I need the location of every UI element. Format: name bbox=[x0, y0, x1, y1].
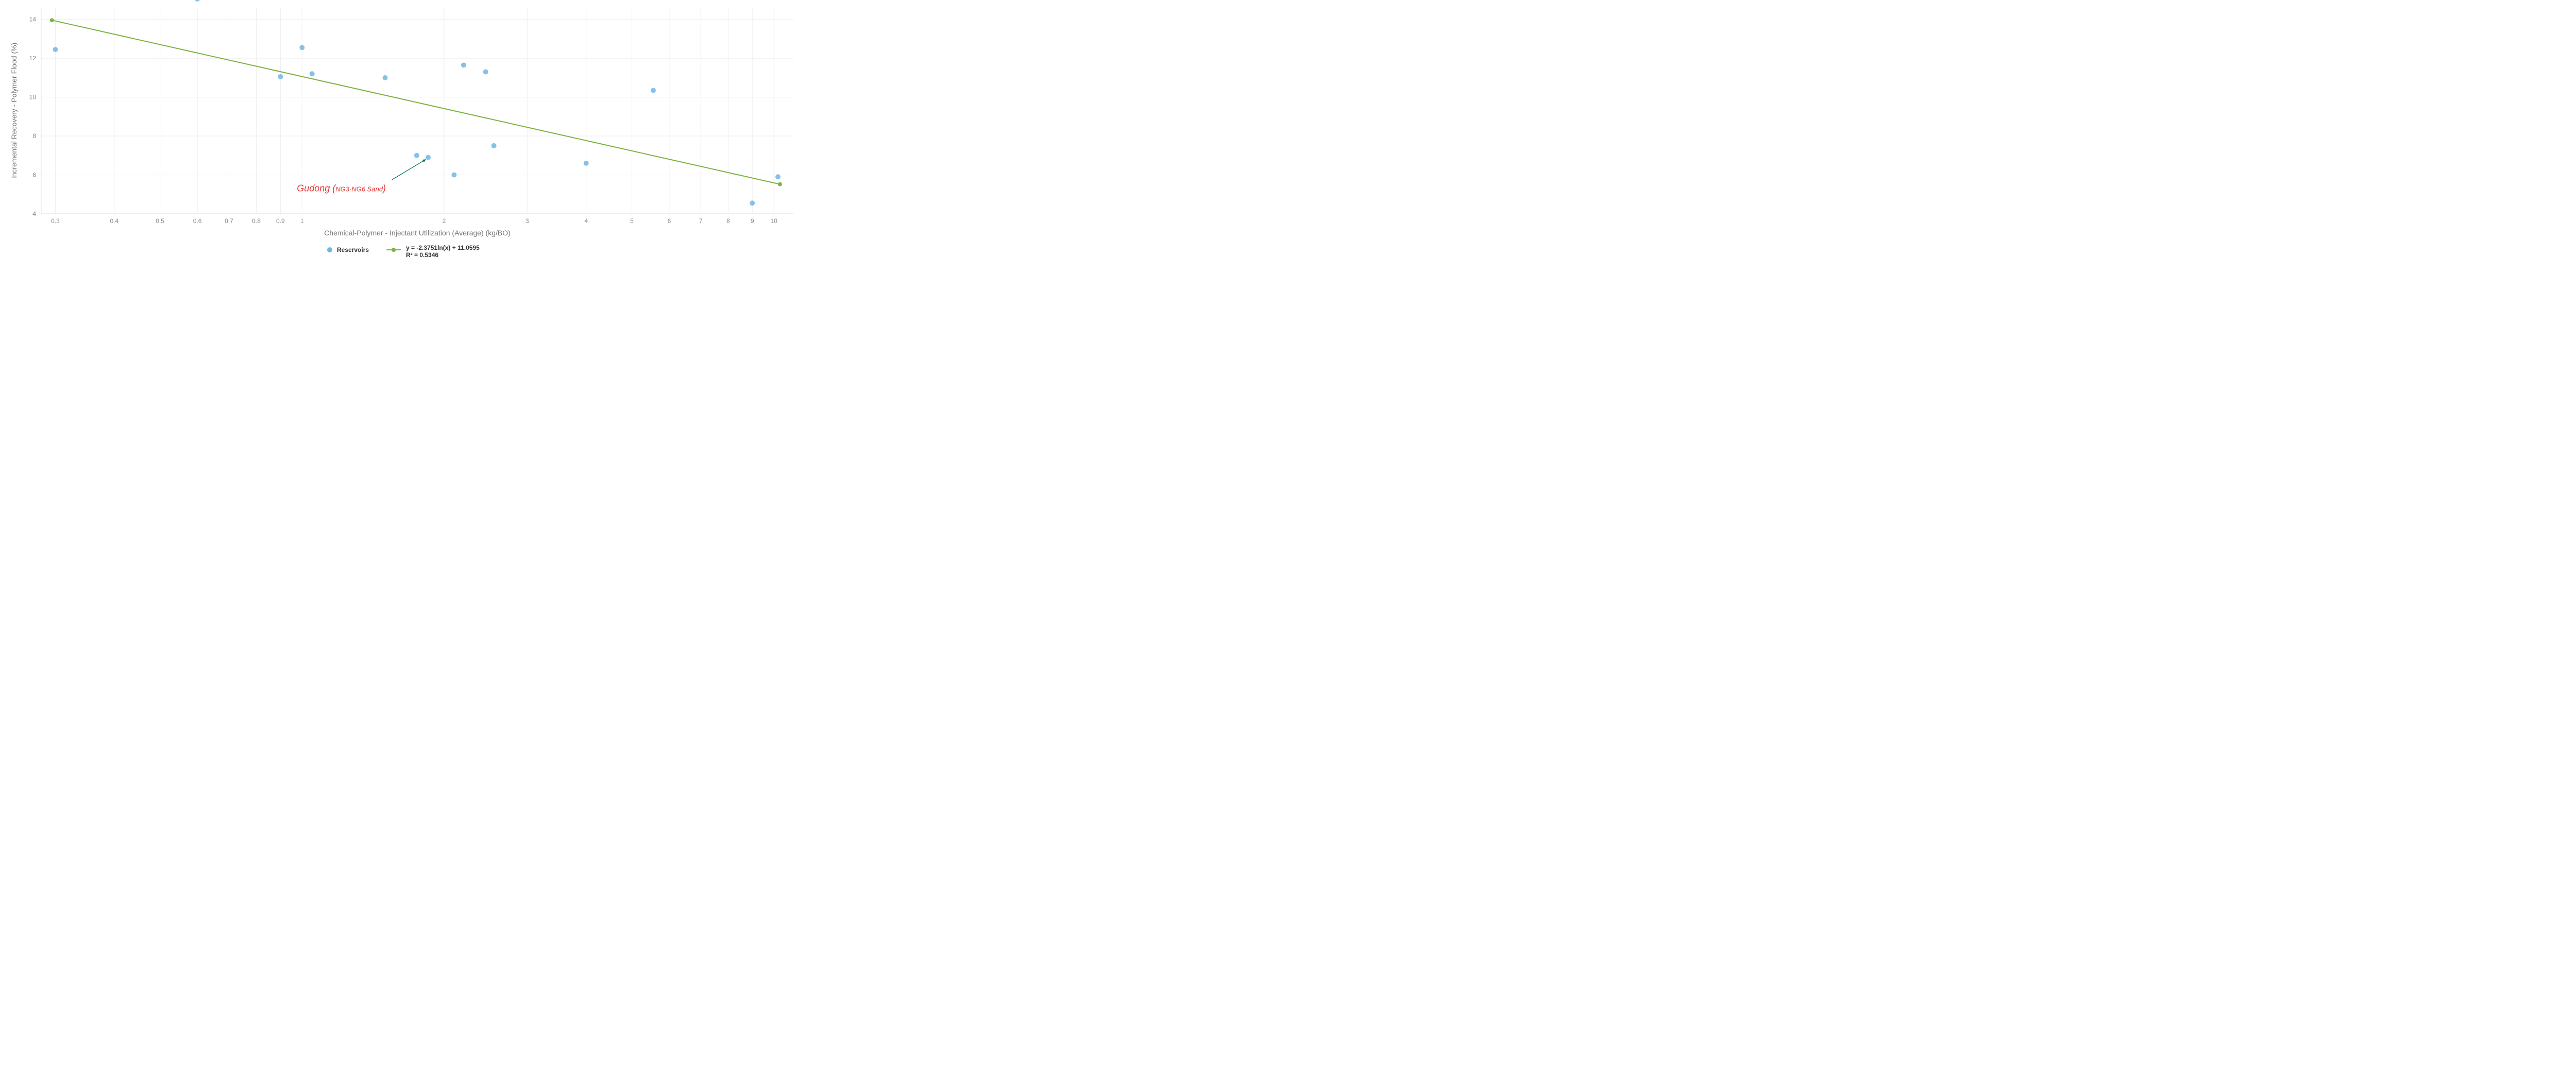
x-tick-label: 0.6 bbox=[193, 217, 202, 225]
regression-endpoint bbox=[778, 182, 782, 186]
scatter-chart: 4681012140.30.40.50.60.70.80.91234567891… bbox=[0, 0, 810, 273]
y-tick-label: 12 bbox=[29, 55, 37, 62]
data-point[interactable] bbox=[584, 161, 589, 166]
data-point[interactable] bbox=[461, 62, 466, 67]
x-tick-label: 0.5 bbox=[156, 217, 164, 225]
x-tick-label: 10 bbox=[770, 217, 777, 225]
y-tick-label: 14 bbox=[29, 16, 37, 23]
legend-label-r2: R² = 0.5346 bbox=[406, 251, 438, 259]
x-tick-label: 8 bbox=[726, 217, 730, 225]
x-tick-label: 9 bbox=[751, 217, 754, 225]
data-point[interactable] bbox=[53, 47, 58, 52]
data-point[interactable] bbox=[383, 75, 388, 80]
x-tick-label: 5 bbox=[630, 217, 634, 225]
x-tick-label: 3 bbox=[526, 217, 529, 225]
data-point[interactable] bbox=[651, 88, 656, 93]
x-tick-label: 6 bbox=[668, 217, 671, 225]
data-point[interactable] bbox=[775, 174, 781, 179]
regression-endpoint bbox=[50, 18, 54, 22]
x-tick-label: 2 bbox=[443, 217, 446, 225]
y-tick-label: 4 bbox=[32, 210, 36, 217]
data-point[interactable] bbox=[451, 173, 456, 178]
data-point[interactable] bbox=[414, 153, 419, 158]
x-tick-label: 0.8 bbox=[252, 217, 261, 225]
chart-svg: 4681012140.30.40.50.60.70.80.91234567891… bbox=[0, 0, 810, 273]
data-point[interactable] bbox=[426, 155, 431, 160]
x-tick-label: 0.4 bbox=[110, 217, 119, 225]
legend-marker-reservoirs bbox=[327, 247, 332, 252]
data-point[interactable] bbox=[750, 200, 755, 206]
y-axis-label: Incremental Recovery - Polymer Flood (%) bbox=[10, 43, 18, 179]
data-point[interactable] bbox=[310, 71, 315, 76]
x-tick-label: 0.7 bbox=[225, 217, 233, 225]
x-tick-label: 0.9 bbox=[276, 217, 285, 225]
x-tick-label: 4 bbox=[584, 217, 588, 225]
data-point[interactable] bbox=[492, 143, 497, 148]
x-axis-label: Chemical-Polymer - Injectant Utilization… bbox=[324, 229, 511, 237]
data-point[interactable] bbox=[483, 70, 488, 75]
legend-label-equation: y = -2.3751ln(x) + 11.0595 bbox=[406, 244, 480, 251]
legend-marker-regression-dot bbox=[392, 248, 396, 252]
y-tick-label: 8 bbox=[32, 132, 36, 140]
data-point[interactable] bbox=[299, 45, 304, 50]
data-point[interactable] bbox=[278, 74, 283, 79]
x-tick-label: 7 bbox=[699, 217, 703, 225]
legend-label-reservoirs: Reservoirs bbox=[337, 246, 369, 253]
x-tick-label: 0.3 bbox=[51, 217, 60, 225]
y-tick-label: 6 bbox=[32, 172, 36, 179]
x-tick-label: 1 bbox=[300, 217, 304, 225]
y-tick-label: 10 bbox=[29, 94, 37, 101]
